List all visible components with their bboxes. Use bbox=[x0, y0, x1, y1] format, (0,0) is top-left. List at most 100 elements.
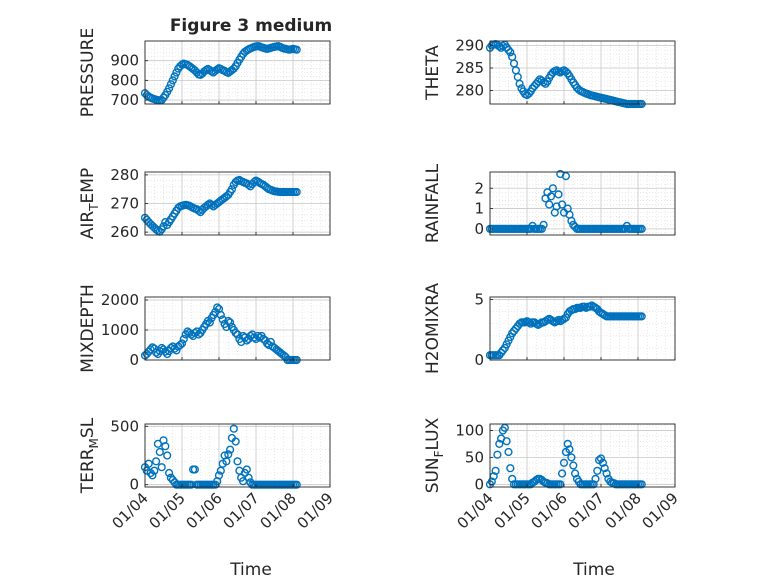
mixdepth-y-axis-label: MIXDEPTH bbox=[78, 284, 98, 373]
y-tick-label: 0 bbox=[129, 351, 139, 369]
data-point bbox=[487, 477, 496, 486]
data-point bbox=[515, 79, 524, 88]
data-point bbox=[491, 466, 500, 475]
data-point bbox=[548, 184, 558, 193]
data-point bbox=[539, 78, 548, 87]
data-point bbox=[226, 318, 235, 327]
y-tick-label: 285 bbox=[455, 59, 484, 77]
mixdepth-axes-box bbox=[144, 296, 331, 361]
data-point bbox=[213, 65, 222, 74]
data-point bbox=[591, 474, 600, 484]
data-point bbox=[495, 439, 504, 449]
data-point bbox=[596, 454, 606, 463]
data-point bbox=[165, 468, 174, 478]
data-point bbox=[224, 450, 233, 459]
data-point bbox=[216, 310, 225, 320]
data-point bbox=[165, 84, 174, 93]
data-point bbox=[161, 442, 170, 451]
data-point bbox=[515, 319, 524, 328]
y-tick-label: 1000 bbox=[101, 321, 139, 339]
data-point bbox=[504, 447, 513, 457]
y-tick-label: 270 bbox=[110, 195, 139, 213]
data-point bbox=[532, 319, 541, 328]
data-point bbox=[526, 319, 535, 328]
data-point bbox=[537, 224, 546, 234]
data-point bbox=[213, 303, 222, 312]
data-point bbox=[250, 333, 259, 342]
data-point bbox=[224, 316, 233, 326]
y-tick-label: 500 bbox=[110, 417, 139, 435]
data-point bbox=[148, 471, 157, 480]
h2omixra-panel: 0 5 H2OMIXRA bbox=[423, 283, 676, 374]
data-point bbox=[557, 469, 567, 478]
y-tick-label: 290 bbox=[455, 37, 484, 55]
data-point bbox=[561, 172, 571, 181]
data-point bbox=[218, 315, 227, 324]
data-point bbox=[533, 77, 543, 86]
data-point bbox=[292, 187, 301, 197]
sun-flux-axes-box bbox=[489, 423, 676, 488]
data-point bbox=[570, 469, 580, 478]
rainfall-plot-area bbox=[490, 172, 675, 235]
terr-msl-axes-box bbox=[144, 423, 331, 488]
y-tick-label: 5 bbox=[474, 290, 484, 308]
theta-series bbox=[485, 39, 646, 109]
rainfall-axes-box bbox=[489, 171, 676, 236]
data-point bbox=[598, 458, 608, 467]
data-point bbox=[498, 41, 508, 51]
data-point bbox=[524, 318, 534, 327]
x-axis-label-right: Time bbox=[572, 560, 615, 580]
data-point bbox=[539, 220, 548, 229]
y-tick-label: 100 bbox=[455, 421, 484, 439]
theta-y-axis-label: THETA bbox=[423, 45, 443, 101]
y-tick-label: 800 bbox=[110, 71, 139, 89]
data-point bbox=[163, 451, 172, 460]
y-tick-label: 280 bbox=[455, 82, 484, 100]
air-temp-series bbox=[140, 175, 301, 236]
data-point bbox=[207, 200, 216, 210]
data-point bbox=[600, 464, 609, 473]
data-point bbox=[157, 463, 166, 472]
data-point bbox=[506, 48, 515, 57]
data-point bbox=[190, 328, 200, 338]
data-point bbox=[170, 72, 179, 81]
terr-msl-y-axis-label: TERRMSL bbox=[78, 417, 101, 494]
sun-flux-series bbox=[485, 423, 646, 489]
data-point bbox=[292, 45, 301, 54]
data-point bbox=[153, 439, 163, 448]
data-point bbox=[226, 445, 235, 454]
data-point bbox=[233, 457, 242, 466]
h2omixra-series bbox=[485, 301, 646, 360]
data-point bbox=[546, 192, 556, 201]
data-point bbox=[580, 302, 589, 311]
pressure-y-axis-label: PRESSURE bbox=[78, 28, 98, 117]
y-tick-label: 280 bbox=[110, 166, 139, 184]
data-point bbox=[557, 200, 567, 209]
rainfall-series bbox=[485, 169, 646, 234]
h2omixra-y-axis-label: H2OMIXRA bbox=[423, 283, 443, 374]
air-temp-y-axis-label: AIRTEMP bbox=[78, 168, 101, 239]
data-point bbox=[152, 457, 161, 466]
data-point bbox=[233, 330, 242, 339]
data-point bbox=[166, 80, 176, 89]
y-tick-label: 50 bbox=[465, 448, 484, 466]
data-point bbox=[176, 340, 185, 350]
data-point bbox=[504, 45, 513, 55]
data-point bbox=[152, 348, 161, 357]
data-point bbox=[159, 222, 168, 231]
data-point bbox=[242, 465, 251, 474]
figure-title: Figure 3 medium bbox=[170, 16, 332, 36]
data-point bbox=[190, 465, 200, 474]
air-temp-panel: 260 270 280 AIRTEMP bbox=[78, 166, 331, 241]
rainfall-panel: 0 1 2 RAINFALL bbox=[423, 163, 676, 243]
data-point bbox=[589, 480, 598, 489]
pressure-series bbox=[140, 41, 301, 105]
data-point bbox=[244, 473, 253, 482]
data-point bbox=[214, 471, 224, 480]
y-tick-label: 2 bbox=[474, 179, 484, 197]
pressure-axes-box bbox=[144, 40, 331, 105]
data-point bbox=[543, 315, 552, 325]
data-point bbox=[565, 445, 574, 454]
data-point bbox=[593, 466, 602, 475]
